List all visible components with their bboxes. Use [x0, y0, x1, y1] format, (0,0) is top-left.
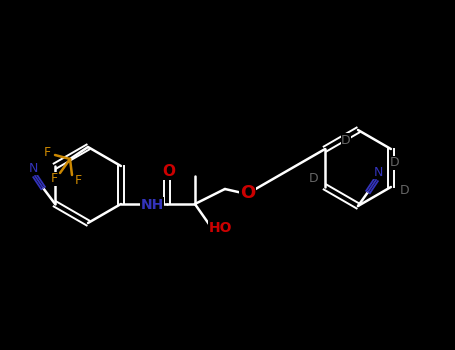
Text: D: D	[400, 184, 410, 197]
Text: O: O	[162, 164, 176, 180]
Text: F: F	[75, 175, 81, 188]
Text: O: O	[240, 184, 256, 202]
Text: D: D	[390, 156, 400, 169]
Text: F: F	[51, 173, 58, 186]
Text: D: D	[341, 133, 351, 147]
Text: HO: HO	[209, 221, 233, 235]
Text: NH: NH	[140, 198, 163, 212]
Text: N: N	[28, 161, 38, 175]
Text: F: F	[43, 147, 51, 160]
Text: N: N	[373, 166, 383, 178]
Text: D: D	[308, 173, 318, 186]
